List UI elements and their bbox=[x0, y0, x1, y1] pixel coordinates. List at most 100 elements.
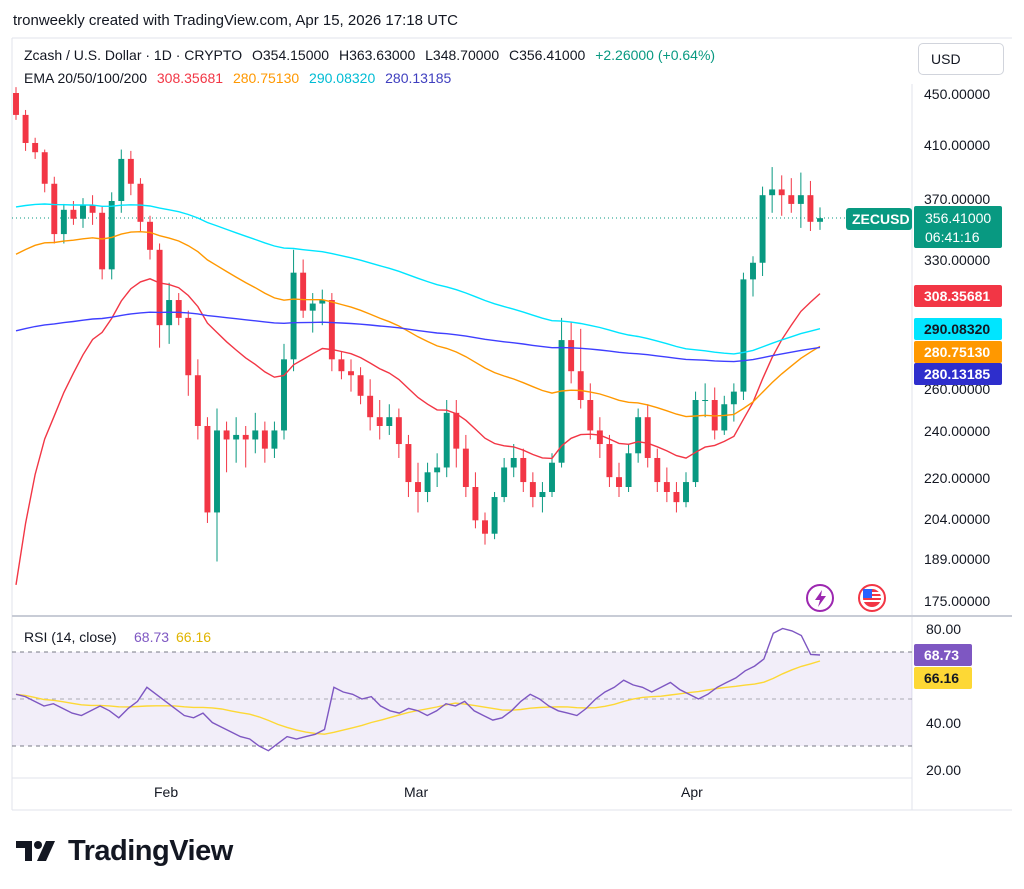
ohlc-low: L348.70000 bbox=[425, 47, 500, 63]
candle-down bbox=[587, 400, 594, 431]
ema-label[interactable]: EMA 20/50/100/200 bbox=[24, 70, 147, 86]
candle-down bbox=[663, 482, 670, 492]
price-axis-label: 450.00000 bbox=[924, 86, 990, 102]
candle-down bbox=[137, 183, 144, 222]
rsi-label[interactable]: RSI (14, close) bbox=[24, 629, 117, 645]
rsi-lines-group bbox=[15, 627, 821, 752]
rsi-ma-legend-value: 66.16 bbox=[176, 629, 211, 645]
candle-down bbox=[89, 205, 96, 213]
candle-down bbox=[22, 114, 29, 143]
candle-up bbox=[233, 434, 240, 440]
candle-down bbox=[453, 412, 460, 449]
symbol-title[interactable]: Zcash / U.S. Dollar · 1D · CRYPTO bbox=[24, 47, 243, 63]
ema100-line bbox=[15, 203, 821, 355]
candle-down bbox=[577, 371, 584, 401]
rsi-tag-bg bbox=[914, 644, 972, 666]
candle-up bbox=[740, 279, 747, 392]
candle-down bbox=[616, 477, 622, 488]
candle-up bbox=[491, 497, 498, 534]
candle-down bbox=[482, 520, 488, 534]
candle-down bbox=[606, 444, 613, 478]
candle-down bbox=[223, 430, 230, 440]
ema50-tag: 280.75130 bbox=[924, 344, 990, 360]
price-change: +2.26000 (+0.64%) bbox=[595, 47, 716, 63]
candle-down bbox=[472, 487, 479, 521]
symbol-tag-bg bbox=[846, 208, 912, 230]
ema100-tag: 290.08320 bbox=[924, 321, 990, 337]
time-axis-label: Feb bbox=[154, 784, 178, 800]
candle-down bbox=[788, 195, 795, 204]
candle-up bbox=[817, 218, 823, 222]
rsi-ma-tag-bg bbox=[914, 667, 972, 689]
ema200-tag: 280.13185 bbox=[924, 366, 990, 382]
candle-down bbox=[520, 457, 527, 483]
candle-down bbox=[194, 375, 201, 426]
symbol-legend: Zcash / U.S. Dollar · 1D · CRYPTO O354.1… bbox=[24, 47, 721, 63]
candle-up bbox=[108, 200, 115, 270]
ohlc-open: O354.15000 bbox=[251, 47, 330, 63]
candle-up bbox=[118, 158, 125, 201]
candle-down bbox=[415, 482, 421, 492]
candle-up bbox=[769, 189, 776, 196]
last-price-tag-bg bbox=[914, 206, 1002, 248]
candle-down bbox=[300, 272, 307, 311]
price-axis-label: 175.00000 bbox=[924, 593, 990, 609]
candle-up bbox=[252, 430, 259, 440]
rsi-axis-label: 20.00 bbox=[926, 762, 961, 778]
ema20-tag: 308.35681 bbox=[924, 288, 990, 304]
price-axis-label: 370.00000 bbox=[924, 191, 990, 207]
ohlc-close: C356.41000 bbox=[509, 47, 586, 63]
candle-down bbox=[596, 430, 603, 445]
candle-up bbox=[759, 195, 766, 263]
candle-up bbox=[683, 482, 689, 503]
price-axis[interactable]: 450.00000 410.00000 370.00000 330.00000 … bbox=[924, 86, 990, 609]
candle-up bbox=[797, 195, 804, 204]
candle-up bbox=[501, 467, 508, 498]
rsi-axis-label: 80.00 bbox=[926, 621, 961, 637]
candle-up bbox=[309, 303, 316, 311]
ema20-tag-bg bbox=[914, 285, 1002, 307]
candles-group bbox=[13, 87, 823, 562]
ema20-line bbox=[15, 278, 821, 586]
chart-attribution: tronweekly created with TradingView.com,… bbox=[13, 12, 458, 29]
us-flag-icon[interactable] bbox=[858, 584, 886, 612]
lightning-icon[interactable] bbox=[806, 584, 834, 612]
candle-down bbox=[185, 317, 192, 376]
candle-down bbox=[348, 371, 354, 376]
ohlc-high: H363.63000 bbox=[338, 47, 416, 63]
candle-down bbox=[242, 434, 249, 440]
price-axis-label: 240.00000 bbox=[924, 423, 990, 439]
candle-down bbox=[807, 195, 814, 222]
candle-down bbox=[328, 300, 335, 360]
candle-up bbox=[290, 272, 297, 360]
candle-up bbox=[558, 340, 565, 463]
candle-up bbox=[434, 467, 441, 473]
candle-down bbox=[13, 93, 19, 115]
candle-down bbox=[338, 359, 345, 372]
candle-up bbox=[635, 417, 642, 454]
candle-down bbox=[175, 300, 182, 318]
candle-down bbox=[147, 221, 153, 250]
ema-legend: EMA 20/50/100/200 308.35681 280.75130 29… bbox=[24, 70, 457, 86]
candle-up bbox=[281, 359, 287, 431]
ema100-legend-value: 290.08320 bbox=[309, 70, 376, 86]
candle-down bbox=[70, 209, 77, 219]
candle-down bbox=[376, 417, 383, 426]
time-axis[interactable]: Feb Mar Apr bbox=[154, 784, 703, 800]
currency-button[interactable]: USD bbox=[918, 43, 1004, 75]
price-axis-label: 330.00000 bbox=[924, 252, 990, 268]
time-axis-label: Apr bbox=[681, 784, 703, 800]
candle-up bbox=[625, 453, 632, 488]
candle-up bbox=[539, 491, 546, 498]
bar-countdown: 06:41:16 bbox=[925, 229, 980, 245]
price-axis-label: 189.00000 bbox=[924, 551, 990, 567]
tradingview-logo: TradingView bbox=[16, 833, 233, 869]
ema100-tag-bg bbox=[914, 318, 1002, 340]
ema200-line bbox=[15, 311, 821, 363]
ema-lines-group bbox=[15, 203, 821, 586]
last-price-tag: 356.41000 bbox=[925, 210, 991, 226]
rsi-ma-tag: 66.16 bbox=[924, 670, 959, 686]
symbol-tag: ZECUSD bbox=[852, 211, 910, 227]
ema50-legend-value: 280.75130 bbox=[232, 70, 300, 86]
